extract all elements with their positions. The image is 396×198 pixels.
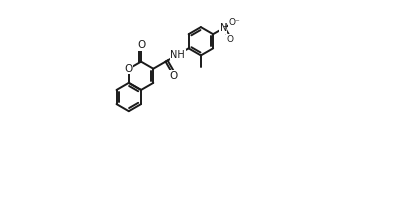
- Text: +: +: [223, 22, 229, 31]
- Text: O: O: [169, 71, 178, 81]
- Text: NH: NH: [170, 50, 185, 60]
- Text: O: O: [137, 40, 145, 50]
- Text: O: O: [125, 64, 133, 74]
- Text: O: O: [226, 35, 233, 44]
- Text: N: N: [219, 23, 227, 33]
- Text: O⁻: O⁻: [228, 18, 240, 27]
